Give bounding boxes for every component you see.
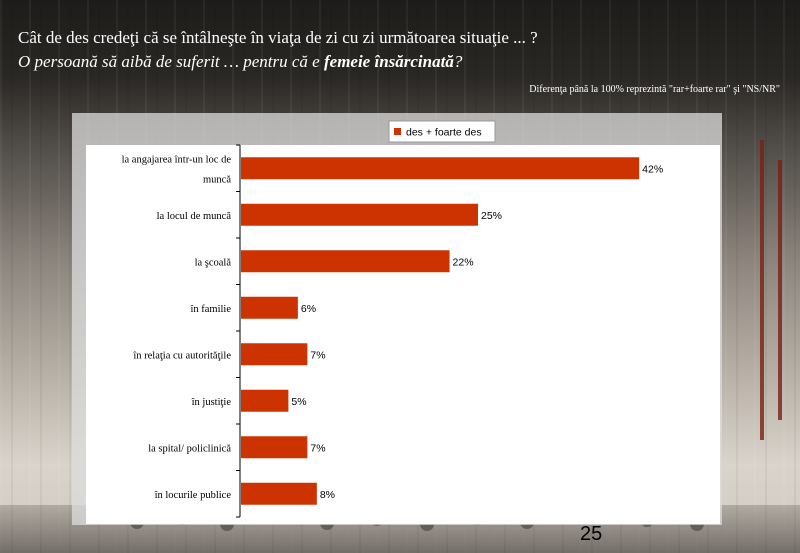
category-label: în locurile publice	[154, 490, 232, 501]
chart-legend: des + foarte des	[388, 120, 496, 143]
plot-area	[86, 145, 720, 524]
bar	[241, 343, 308, 366]
category-label: la angajarea într-un loc de muncă	[122, 154, 232, 185]
bar	[241, 482, 317, 505]
data-label: 7%	[310, 442, 325, 454]
data-labels: 42% 25% 22% 6% 7% 5% 7% 8%	[291, 163, 663, 501]
background-accent-line	[778, 160, 782, 420]
category-label: la şcoală	[195, 257, 232, 268]
data-label: 22%	[453, 256, 474, 268]
category-label-line: la şcoală	[195, 257, 232, 268]
category-label: la locul de muncă	[157, 211, 232, 222]
category-label-line: la angajarea într-un loc de	[122, 154, 232, 165]
category-label: în familie	[189, 304, 231, 315]
data-label: 25%	[481, 210, 502, 222]
category-label-line: la locul de muncă	[157, 211, 232, 222]
background-accent-line	[760, 140, 764, 440]
axis-ticks	[236, 144, 240, 518]
legend-swatch	[394, 128, 401, 135]
category-label: la spital/ policlinică	[148, 443, 231, 454]
bars	[241, 157, 640, 505]
bar	[241, 436, 308, 459]
category-label: în relaţia cu autorităţile	[132, 350, 231, 361]
legend-label: des + foarte des	[406, 127, 482, 139]
title-line-2-prefix: O persoană să aibă de suferit … pentru c…	[18, 52, 324, 71]
category-label-line: în relaţia cu autorităţile	[132, 350, 231, 361]
page-number: 25	[580, 523, 603, 545]
category-label-line: în familie	[189, 304, 231, 315]
legend-box	[388, 120, 496, 143]
category-label-line: în justiţie	[191, 397, 232, 408]
title-line-2-suffix: ?	[453, 52, 463, 71]
category-labels: la angajarea într-un loc de muncă la locul…	[122, 154, 232, 501]
data-label: 6%	[301, 303, 316, 315]
slide-title-line-2: O persoană să aibă de suferit … pentru c…	[18, 52, 788, 72]
data-label: 42%	[642, 163, 663, 175]
bar	[241, 203, 478, 226]
bar	[241, 157, 640, 180]
category-label-line: muncă	[203, 174, 231, 185]
category-label-line: în locurile publice	[154, 490, 232, 501]
footnote-text: Diferenţa până la 100% reprezintă "rar+f…	[529, 84, 780, 95]
category-label-line: la spital/ policlinică	[148, 443, 231, 454]
bar	[241, 250, 450, 273]
data-label: 7%	[310, 349, 325, 361]
bar	[241, 296, 298, 319]
title-line-2-emphasis: femeie însărcinată	[323, 52, 454, 71]
data-label: 8%	[320, 489, 335, 501]
bar	[241, 389, 289, 412]
slide-title-line-1: Cât de des credeţi că se întâlneşte în v…	[18, 28, 538, 47]
category-label: în justiţie	[191, 397, 232, 408]
data-label: 5%	[291, 396, 306, 408]
